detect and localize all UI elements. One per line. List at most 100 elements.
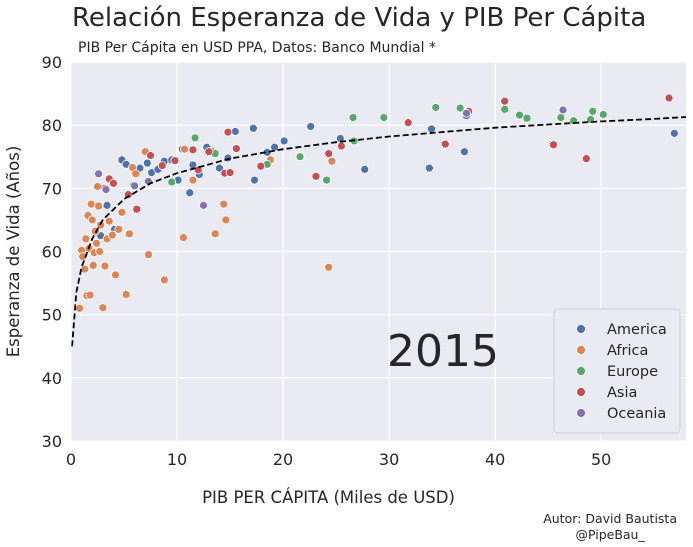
data-point <box>131 169 141 179</box>
author-credit-handle: @PipeBau_ <box>575 527 645 542</box>
data-point <box>248 123 258 133</box>
data-point <box>348 113 358 122</box>
legend-marker-oceania <box>576 408 586 418</box>
data-point <box>581 154 591 164</box>
legend-label-africa: Africa <box>607 343 648 359</box>
series-africa <box>75 144 337 313</box>
data-point <box>270 142 279 152</box>
legend-marker-europe <box>576 366 586 376</box>
y-tick-label: 80 <box>42 116 62 135</box>
data-point <box>455 103 465 113</box>
data-point <box>549 140 558 150</box>
data-point <box>324 262 334 272</box>
data-point <box>101 185 111 194</box>
data-point <box>94 169 103 179</box>
y-tick-label: 40 <box>42 369 62 388</box>
data-point <box>130 181 140 191</box>
chart-subtitle: PIB Per Cápita en USD PPA, Datos: Banco … <box>78 40 436 56</box>
y-axis-label: Esperanza de Vida (Años) <box>4 146 23 358</box>
data-point <box>75 303 84 313</box>
series-asia <box>100 93 674 214</box>
x-axis-label: PIB PER CÁPITA (Miles de USD) <box>202 488 455 507</box>
data-point <box>431 103 441 112</box>
chart-title: Relación Esperanza de Vida y PIB Per Cáp… <box>72 3 647 33</box>
data-point <box>111 270 120 280</box>
x-tick-label: 30 <box>379 450 399 469</box>
y-tick-label: 30 <box>42 432 62 451</box>
data-point <box>598 110 608 119</box>
data-point <box>250 175 259 185</box>
data-point <box>403 118 413 128</box>
data-point <box>98 303 108 313</box>
data-point <box>88 260 98 270</box>
data-point <box>104 216 114 226</box>
data-point <box>180 144 189 154</box>
data-point <box>515 110 524 120</box>
data-point <box>360 164 370 174</box>
data-point <box>219 199 229 209</box>
data-point <box>223 127 233 137</box>
data-point <box>311 171 321 181</box>
data-point <box>500 104 510 114</box>
data-point <box>107 230 117 240</box>
data-point <box>178 233 188 243</box>
data-point <box>85 290 95 300</box>
data-point <box>427 124 436 134</box>
data-point <box>132 204 142 214</box>
data-point <box>459 147 469 157</box>
legend-marker-asia <box>576 387 586 397</box>
legend-label-oceania: Oceania <box>607 406 666 422</box>
y-tick-label: 70 <box>42 179 62 198</box>
legend-marker-africa <box>576 345 586 355</box>
legend-box <box>553 308 681 434</box>
data-point <box>190 133 200 143</box>
author-credit: Autor: David Bautista @PipeBau_ <box>543 511 677 543</box>
data-point <box>379 113 389 122</box>
data-point <box>114 224 124 234</box>
data-point <box>558 105 568 115</box>
data-point <box>500 96 510 106</box>
data-point <box>102 200 112 210</box>
legend-label-europe: Europe <box>607 364 658 380</box>
y-tick-label: 50 <box>42 306 62 325</box>
data-point <box>322 175 331 185</box>
data-point <box>121 290 131 299</box>
data-point <box>167 177 177 187</box>
data-point <box>669 128 679 138</box>
x-tick-label: 20 <box>273 450 293 469</box>
data-point <box>256 161 266 171</box>
data-point <box>336 141 346 151</box>
data-point <box>81 234 91 244</box>
data-point <box>295 152 305 162</box>
year-annotation: 2015 <box>387 326 499 377</box>
data-point <box>78 252 88 261</box>
data-point <box>100 261 110 271</box>
data-point <box>306 122 316 131</box>
data-point <box>109 178 118 188</box>
data-point <box>279 136 289 146</box>
data-point <box>188 145 198 155</box>
data-point <box>440 139 450 149</box>
data-point <box>232 144 241 153</box>
legend-marker-america <box>576 324 586 334</box>
y-tick-label: 60 <box>42 243 62 262</box>
data-point <box>204 147 214 157</box>
data-point <box>215 163 224 173</box>
data-point <box>462 108 471 118</box>
data-point <box>556 113 566 122</box>
data-point <box>144 250 153 260</box>
legend-label-asia: Asia <box>607 385 637 401</box>
data-point <box>93 182 102 191</box>
data-point <box>230 127 240 136</box>
legend-label-america: America <box>607 322 667 338</box>
data-point <box>324 149 334 158</box>
data-point <box>142 158 152 168</box>
data-point <box>327 156 337 166</box>
data-point <box>185 188 195 198</box>
author-credit-name: Autor: David Bautista <box>543 511 677 526</box>
data-point <box>157 161 167 170</box>
data-point <box>124 229 134 239</box>
data-point <box>123 190 133 200</box>
x-tick-label: 40 <box>485 450 505 469</box>
